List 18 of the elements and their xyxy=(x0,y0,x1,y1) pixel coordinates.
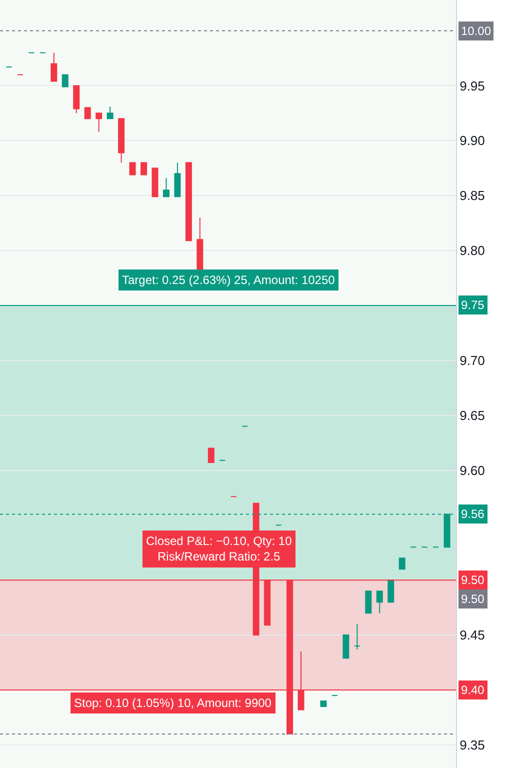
ref-line-label: 9.56 xyxy=(461,507,485,521)
ref-line-label: 9.50 xyxy=(461,573,485,587)
y-tick-label: 9.35 xyxy=(460,737,485,752)
ref-line-label: 9.40 xyxy=(461,683,485,697)
annotation: Target: 0.25 (2.63%) 25, Amount: 10250 xyxy=(122,273,336,287)
annotation: Closed P&L: −0.10, Qty: 10 Risk/Reward Ratio: 2.5 xyxy=(146,534,292,564)
ref-line-label: 9.75 xyxy=(461,298,485,312)
y-tick-label: 9.90 xyxy=(460,133,485,148)
y-tick-label: 9.65 xyxy=(460,408,485,423)
y-tick-label: 9.60 xyxy=(460,462,485,478)
y-tick-label: 9.85 xyxy=(460,188,485,204)
y-tick-label: 9.70 xyxy=(460,352,485,368)
y-tick-label: 9.45 xyxy=(460,628,485,643)
y-tick-label: 9.80 xyxy=(460,243,485,258)
annotation: Stop: 0.10 (1.05%) 10, Amount: 9900 xyxy=(74,696,272,710)
text: 9.50 xyxy=(461,592,485,606)
y-tick-label: 9.95 xyxy=(460,78,485,94)
ref-line-label: 10.00 xyxy=(461,24,492,38)
